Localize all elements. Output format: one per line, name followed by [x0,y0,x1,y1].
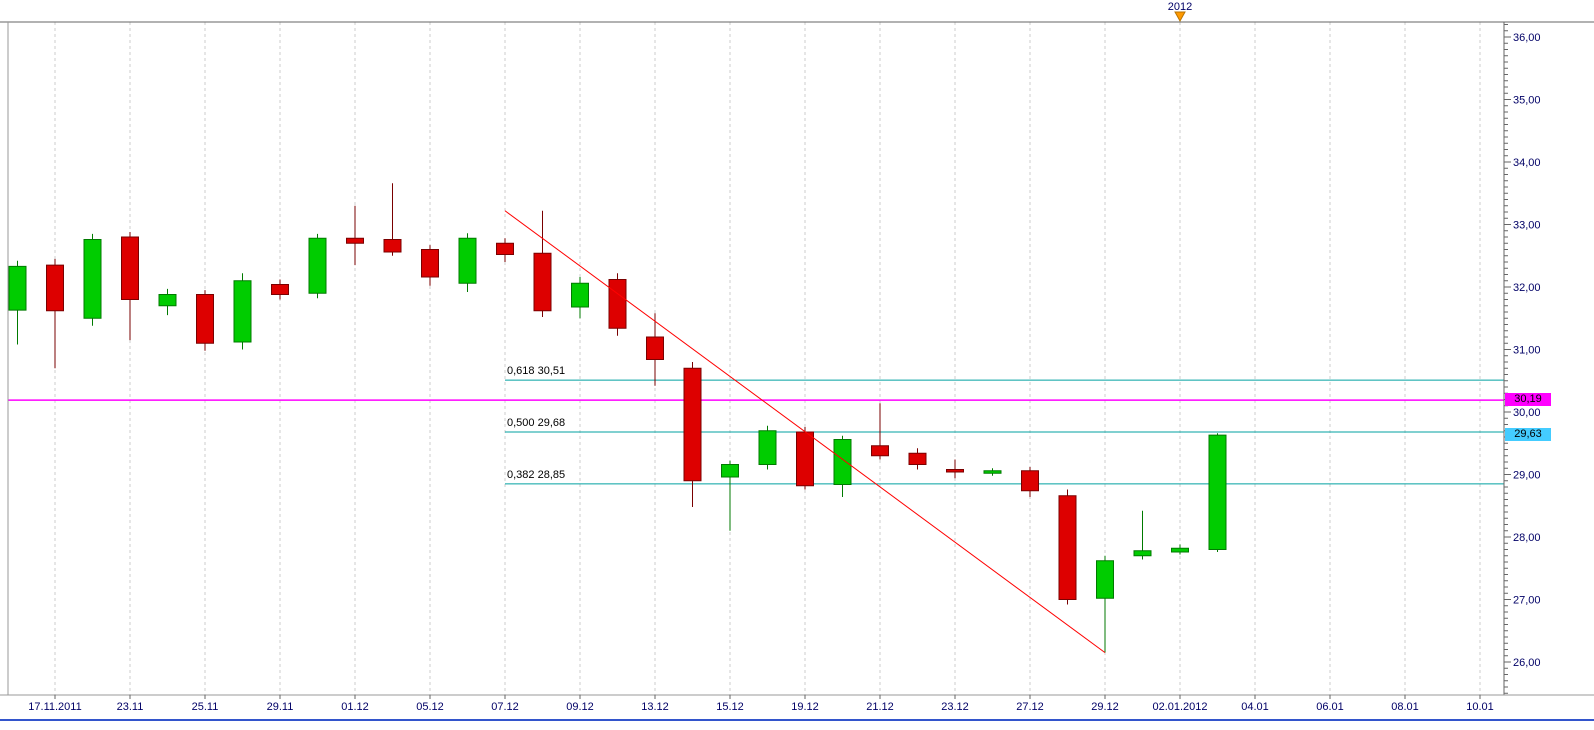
candle-up [1133,550,1152,557]
x-axis-label: 19.12 [791,701,819,713]
y-axis-label: 35,00 [1513,95,1541,107]
candle-down [871,445,889,457]
candle-down [121,236,139,300]
candle-down [46,264,64,312]
candle-up [983,470,1002,474]
y-axis-label: 28,00 [1513,532,1541,544]
candle-down [383,239,402,253]
candle-down [496,242,514,255]
trend-line[interactable] [504,210,1106,654]
y-axis-label: 36,00 [1513,32,1541,44]
candle-up [458,237,477,284]
year-marker-icon [1174,11,1186,23]
y-axis-label: 33,00 [1513,220,1541,232]
current-price-tag: 29,63 [1505,428,1551,442]
x-axis-label: 17.11.2011 [28,701,81,713]
x-axis-label: 27.12 [1016,701,1044,713]
fib-0500-label: 0,500 29,68 [507,417,566,429]
candle-up [1096,560,1114,599]
x-axis-label: 10.01 [1466,701,1494,713]
candle-up [833,439,852,485]
y-axis-label: 26,00 [1513,657,1541,669]
candle-up [571,282,589,308]
candle-down [1058,495,1077,600]
y-axis-label: 30,00 [1513,407,1541,419]
horizontal-line-price-tag: 30,19 [1505,393,1551,407]
candle-up [1171,547,1189,553]
time-axis[interactable] [0,695,1594,719]
candle-down [533,252,552,312]
candle-down [271,284,289,295]
candle-up [721,464,739,478]
candle-up [1208,434,1227,550]
x-axis-label: 07.12 [491,701,519,713]
x-axis-label: 05.12 [416,701,444,713]
fib-0382-label: 0,382 28,85 [507,468,566,481]
candle-down [1021,470,1039,492]
x-axis-label: 29.12 [1091,701,1119,713]
year-marker-label: 2012 [1167,1,1193,13]
x-axis-label: 15.12 [716,701,744,713]
x-axis-label: 09.12 [566,701,594,713]
candle-up [308,237,327,294]
x-axis-label: 04.01 [1241,701,1269,713]
x-axis-label: 25.11 [192,701,219,713]
x-axis-label: 23.12 [941,701,969,713]
candle-down [683,367,702,482]
x-axis-label: 06.01 [1316,701,1344,713]
candle-down [796,431,814,487]
candle-down [608,279,627,329]
x-axis-label: 08.01 [1391,701,1419,713]
y-axis-label: 31,00 [1513,345,1541,357]
x-axis-label: 29.11 [267,701,294,713]
x-axis-label: 01.12 [341,701,369,713]
x-axis-label: 02.01.2012 [1152,701,1207,713]
y-axis-label: 29,00 [1513,470,1541,482]
candle-up [158,294,177,307]
x-axis-label: 21.12 [866,701,894,713]
x-axis-label: 13.12 [641,701,669,713]
candle-down [646,336,664,360]
fib-0618-label: 0,618 30,51 [507,365,566,378]
candle-up [83,239,102,319]
y-axis-label: 34,00 [1513,157,1541,169]
candle-down [346,237,364,244]
y-axis-label: 27,00 [1513,595,1541,607]
candle-down [421,249,439,278]
candle-up [758,430,777,465]
candle-down [946,469,964,473]
candle-up [233,280,252,343]
y-axis-label: 32,00 [1513,282,1541,294]
x-axis-label: 23.11 [117,701,144,713]
candle-down [196,294,214,344]
price-axis[interactable] [1504,22,1594,695]
candle-down [908,452,927,465]
bottom-bar [0,719,1594,721]
candle-up [8,265,27,311]
